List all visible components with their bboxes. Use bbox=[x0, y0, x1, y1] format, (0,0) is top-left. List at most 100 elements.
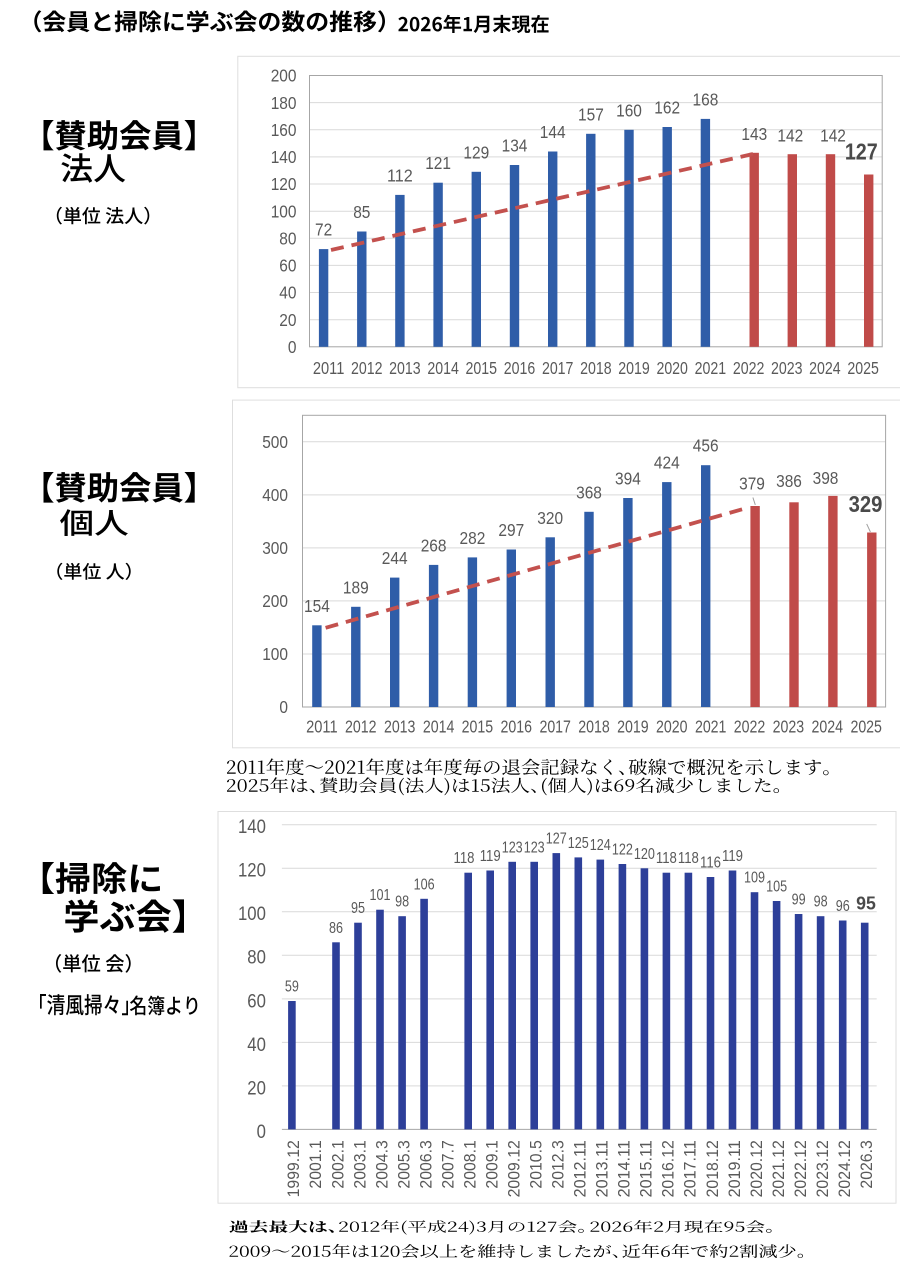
svg-text:2020.12: 2020.12 bbox=[747, 1140, 766, 1197]
svg-text:140: 140 bbox=[238, 817, 266, 838]
svg-text:154: 154 bbox=[304, 596, 330, 616]
svg-text:122: 122 bbox=[612, 842, 633, 859]
svg-text:60: 60 bbox=[279, 256, 296, 276]
svg-text:2023: 2023 bbox=[771, 358, 803, 378]
svg-text:300: 300 bbox=[262, 538, 288, 558]
svg-text:0: 0 bbox=[279, 697, 288, 717]
svg-text:297: 297 bbox=[498, 520, 524, 540]
svg-text:2020: 2020 bbox=[656, 716, 688, 736]
svg-text:129: 129 bbox=[463, 142, 489, 162]
svg-text:100: 100 bbox=[271, 201, 297, 221]
svg-text:40: 40 bbox=[279, 283, 296, 303]
svg-text:386: 386 bbox=[776, 471, 802, 491]
svg-text:20: 20 bbox=[279, 310, 296, 330]
svg-text:162: 162 bbox=[654, 98, 680, 118]
svg-text:2021: 2021 bbox=[695, 716, 727, 736]
svg-text:2026.3: 2026.3 bbox=[857, 1140, 876, 1188]
svg-text:2017: 2017 bbox=[542, 358, 574, 378]
svg-text:0: 0 bbox=[288, 337, 297, 357]
svg-text:72: 72 bbox=[315, 220, 332, 240]
svg-text:40: 40 bbox=[247, 1035, 266, 1056]
svg-text:2001.1: 2001.1 bbox=[306, 1140, 325, 1188]
svg-text:2017: 2017 bbox=[539, 716, 571, 736]
svg-text:119: 119 bbox=[480, 848, 501, 865]
svg-text:157: 157 bbox=[578, 104, 604, 124]
svg-text:144: 144 bbox=[540, 122, 566, 142]
svg-text:120: 120 bbox=[271, 174, 297, 194]
svg-text:96: 96 bbox=[836, 898, 850, 915]
svg-text:2021: 2021 bbox=[695, 358, 727, 378]
svg-text:2011: 2011 bbox=[313, 358, 345, 378]
svg-text:160: 160 bbox=[271, 120, 297, 140]
svg-text:394: 394 bbox=[615, 469, 641, 489]
svg-text:2015: 2015 bbox=[462, 716, 494, 736]
svg-text:2020: 2020 bbox=[656, 358, 688, 378]
svg-text:2004.3: 2004.3 bbox=[372, 1140, 391, 1188]
svg-text:2019.11: 2019.11 bbox=[725, 1140, 744, 1197]
svg-text:118: 118 bbox=[656, 850, 677, 867]
svg-text:143: 143 bbox=[741, 124, 767, 144]
svg-text:2014: 2014 bbox=[427, 358, 459, 378]
svg-text:2012: 2012 bbox=[345, 716, 377, 736]
svg-text:2010.5: 2010.5 bbox=[527, 1140, 546, 1188]
svg-text:109: 109 bbox=[744, 870, 765, 887]
svg-text:80: 80 bbox=[247, 948, 266, 969]
svg-text:2013: 2013 bbox=[384, 716, 416, 736]
svg-text:120: 120 bbox=[634, 846, 655, 863]
svg-text:200: 200 bbox=[262, 591, 288, 611]
svg-text:20: 20 bbox=[247, 1078, 266, 1099]
svg-text:100: 100 bbox=[238, 904, 266, 925]
svg-text:2017.11: 2017.11 bbox=[681, 1140, 700, 1197]
svg-text:379: 379 bbox=[739, 473, 765, 493]
svg-text:2013.11: 2013.11 bbox=[593, 1140, 612, 1197]
svg-text:268: 268 bbox=[421, 535, 447, 555]
svg-text:142: 142 bbox=[820, 125, 846, 145]
svg-text:140: 140 bbox=[271, 147, 297, 167]
svg-text:98: 98 bbox=[395, 894, 409, 911]
svg-text:123: 123 bbox=[524, 839, 545, 856]
svg-text:2025: 2025 bbox=[850, 716, 882, 736]
svg-text:125: 125 bbox=[568, 835, 589, 852]
svg-text:2012.3: 2012.3 bbox=[549, 1140, 568, 1188]
svg-text:116: 116 bbox=[700, 855, 721, 872]
svg-text:121: 121 bbox=[425, 153, 451, 173]
svg-text:400: 400 bbox=[262, 485, 288, 505]
svg-text:120: 120 bbox=[238, 861, 266, 882]
svg-text:112: 112 bbox=[387, 165, 413, 185]
svg-text:2006.3: 2006.3 bbox=[416, 1140, 435, 1188]
svg-text:2018: 2018 bbox=[580, 358, 612, 378]
svg-text:2012.11: 2012.11 bbox=[571, 1140, 590, 1197]
svg-text:127: 127 bbox=[546, 831, 567, 848]
svg-text:500: 500 bbox=[262, 432, 288, 452]
svg-text:456: 456 bbox=[693, 436, 719, 456]
svg-text:2009.12: 2009.12 bbox=[505, 1140, 524, 1197]
svg-text:2015.11: 2015.11 bbox=[637, 1140, 656, 1197]
svg-text:2018: 2018 bbox=[578, 716, 610, 736]
svg-text:2007.7: 2007.7 bbox=[438, 1140, 457, 1188]
svg-text:2019: 2019 bbox=[618, 358, 650, 378]
svg-text:2025: 2025 bbox=[847, 358, 879, 378]
svg-text:2002.1: 2002.1 bbox=[328, 1140, 347, 1188]
svg-text:320: 320 bbox=[537, 508, 563, 528]
svg-text:2024: 2024 bbox=[809, 358, 841, 378]
svg-text:0: 0 bbox=[257, 1122, 266, 1143]
svg-text:200: 200 bbox=[271, 66, 297, 86]
svg-text:2021.12: 2021.12 bbox=[769, 1140, 788, 1197]
svg-text:168: 168 bbox=[693, 89, 719, 109]
svg-text:160: 160 bbox=[616, 100, 642, 120]
svg-text:86: 86 bbox=[329, 920, 343, 937]
svg-text:2008.1: 2008.1 bbox=[461, 1140, 480, 1188]
svg-text:2024: 2024 bbox=[812, 716, 844, 736]
svg-text:60: 60 bbox=[247, 991, 266, 1012]
svg-text:2013: 2013 bbox=[389, 358, 421, 378]
svg-text:2024.12: 2024.12 bbox=[835, 1140, 854, 1197]
svg-text:282: 282 bbox=[460, 528, 486, 548]
svg-text:124: 124 bbox=[590, 837, 611, 854]
svg-text:85: 85 bbox=[353, 202, 370, 222]
svg-text:99: 99 bbox=[792, 892, 806, 909]
svg-text:2014: 2014 bbox=[423, 716, 455, 736]
svg-text:101: 101 bbox=[370, 887, 391, 904]
svg-text:80: 80 bbox=[279, 229, 296, 249]
svg-text:95: 95 bbox=[856, 893, 876, 914]
svg-text:2022: 2022 bbox=[733, 358, 765, 378]
